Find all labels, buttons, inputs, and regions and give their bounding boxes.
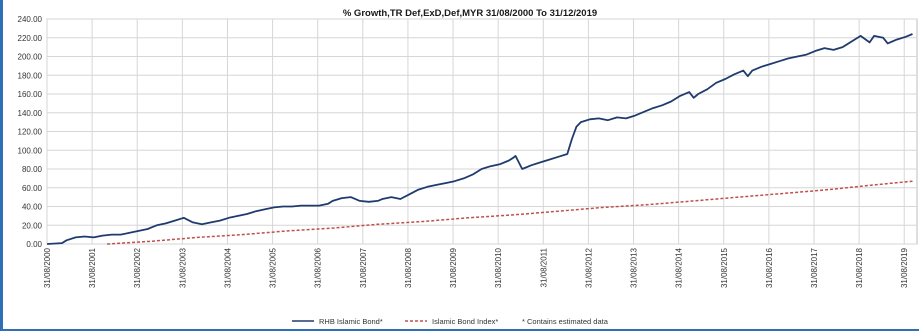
y-tick-label: 20.00	[22, 221, 43, 230]
x-tick-label: 31/08/2007	[359, 247, 368, 288]
series-line-rhb-islamic-bond	[47, 33, 913, 245]
legend: RHB Islamic Bond* Islamic Bond Index* * Co…	[292, 317, 609, 326]
x-axis: 31/08/2000 31/08/2001 31/08/2002 31/08/2003…	[43, 247, 909, 288]
y-tick-label: 160.00	[18, 90, 43, 99]
x-tick-label: 31/08/2001	[88, 247, 97, 288]
y-tick-label: 200.00	[18, 53, 43, 62]
x-tick-label: 31/08/2003	[178, 247, 187, 288]
grid-lines	[46, 18, 918, 245]
y-tick-label: 80.00	[22, 165, 43, 174]
legend-label: Islamic Bond Index*	[432, 317, 498, 326]
y-tick-label: 100.00	[18, 146, 43, 155]
x-tick-label: 31/08/2002	[133, 247, 142, 288]
x-tick-label: 31/08/2017	[810, 247, 819, 288]
y-tick-label: 220.00	[18, 34, 43, 43]
x-tick-label: 31/08/2013	[630, 247, 639, 288]
x-tick-label: 31/08/2011	[539, 247, 548, 287]
y-tick-label: 60.00	[22, 184, 43, 193]
window-edge-bottom	[0, 329, 919, 331]
window-edge-left	[0, 0, 3, 331]
x-tick-label: 31/08/2010	[494, 247, 503, 288]
x-tick-label: 31/08/2000	[43, 247, 52, 288]
x-tick-label: 31/08/2009	[449, 247, 458, 288]
x-tick-label: 31/08/2014	[675, 247, 684, 288]
y-tick-label: 180.00	[18, 71, 43, 80]
x-tick-label: 31/08/2015	[720, 247, 729, 288]
x-tick-label: 31/08/2016	[765, 247, 774, 288]
x-tick-label: 31/08/2004	[223, 247, 232, 288]
series-line-islamic-bond-index	[107, 180, 913, 245]
x-tick-label: 31/08/2006	[314, 247, 323, 288]
series-lines	[47, 33, 913, 245]
chart-title: % Growth,TR Def,ExD,Def,MYR 31/08/2000 T…	[343, 8, 597, 19]
x-tick-label: 31/08/2008	[404, 247, 413, 288]
y-tick-label: 140.00	[18, 109, 43, 118]
legend-label: RHB Islamic Bond*	[319, 317, 383, 326]
x-tick-label: 31/08/2005	[269, 247, 278, 288]
y-axis: 0.00 20.00 40.00 60.00 80.00 100.00 120.00 140.…	[18, 15, 43, 249]
y-tick-label: 120.00	[18, 128, 43, 137]
y-tick-label: 40.00	[22, 203, 43, 212]
legend-footnote: * Contains estimated data	[522, 317, 609, 326]
y-tick-label: 240.00	[18, 15, 43, 24]
x-tick-label: 31/08/2012	[584, 247, 593, 288]
x-tick-label: 31/08/2019	[900, 247, 909, 288]
y-tick-label: 0.00	[26, 240, 42, 249]
x-tick-label: 31/08/2018	[855, 247, 864, 288]
